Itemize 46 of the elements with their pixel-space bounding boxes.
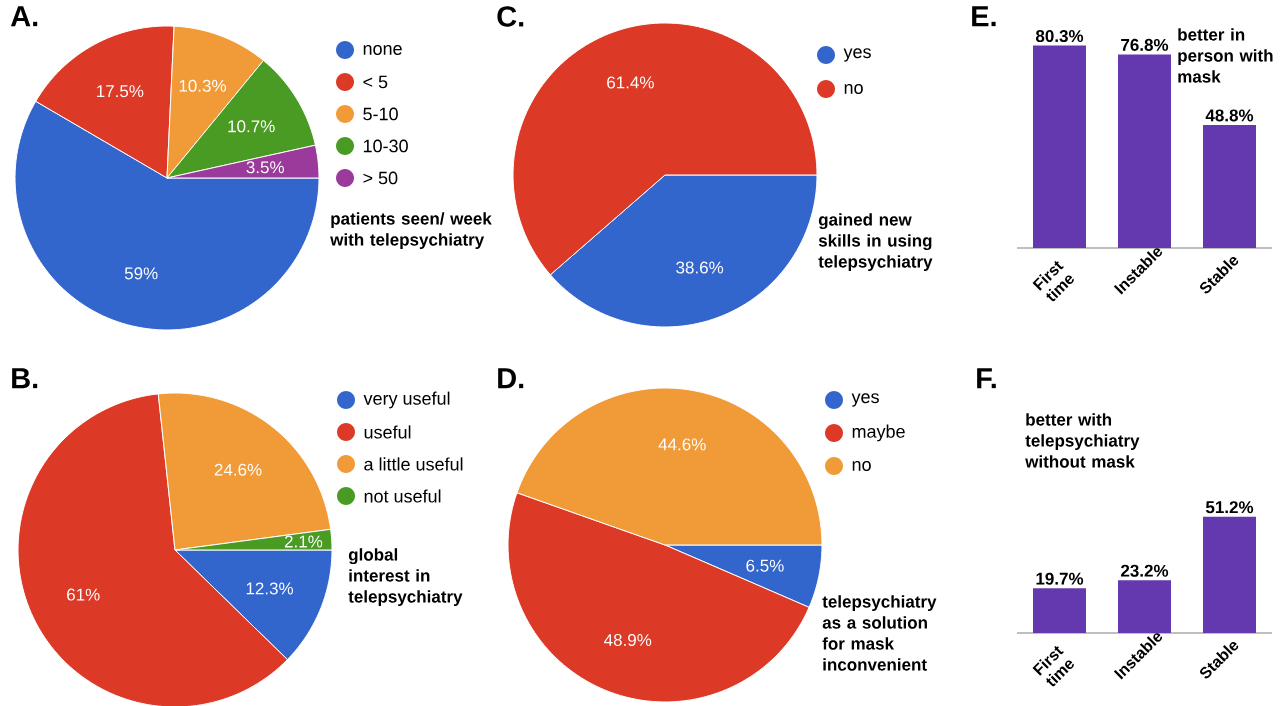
- data-label: 44.6%: [658, 438, 706, 451]
- chart-title: F.: [977, 368, 996, 389]
- legend-label: > 50: [363, 171, 398, 185]
- legend-label: < 5: [363, 75, 388, 89]
- data-label: 48.8%: [1205, 109, 1254, 122]
- text: patients seen/ week with telepsychiatry: [330, 212, 492, 250]
- data-label: 6.5%: [746, 559, 784, 572]
- data-label: 51.2%: [1205, 501, 1254, 514]
- data-label: 48.9%: [604, 633, 652, 647]
- legend-label: yes: [843, 48, 871, 62]
- legend-label: 5-10: [363, 107, 398, 121]
- legend-label: very useful: [363, 391, 450, 409]
- data-label: 10.7%: [228, 120, 275, 133]
- chart-title: C.: [497, 6, 524, 27]
- chart-title: D.: [498, 368, 524, 389]
- chart-subtitle: better in person with mask: [1178, 28, 1273, 83]
- text: telepsychiatry as a solution for mask inconvenient: [822, 595, 937, 671]
- chart-title: E.: [972, 6, 996, 27]
- data-label: 17.5%: [97, 85, 144, 98]
- data-label: 76.8%: [1121, 38, 1169, 51]
- legend-label: maybe: [852, 424, 905, 442]
- data-label: 12.3%: [246, 582, 294, 595]
- data-label: 38.6%: [676, 261, 724, 274]
- legend-label: a little useful: [364, 457, 463, 471]
- legend-label: yes: [851, 393, 879, 407]
- data-label: 61%: [67, 588, 100, 601]
- legend-label: 10-30: [363, 139, 408, 153]
- legend-label: no: [844, 84, 863, 94]
- legend-label: not useful: [364, 489, 441, 503]
- data-label: 2.1%: [284, 535, 323, 548]
- text: global interest in telepsychiatry: [348, 548, 463, 607]
- data-label: 59%: [124, 267, 158, 280]
- legend-label: none: [363, 45, 402, 55]
- chart-title: B.: [12, 368, 38, 389]
- data-label: 24.6%: [214, 463, 262, 476]
- data-label: 61.4%: [607, 76, 654, 89]
- text: gained new skills in using telepsychiatry: [818, 213, 933, 272]
- data-label: 19.7%: [1036, 572, 1084, 585]
- chart-title: A.: [10, 6, 38, 27]
- data-label: 80.3%: [1035, 30, 1084, 43]
- legend-label: useful: [364, 425, 411, 439]
- legend-label: no: [852, 461, 871, 471]
- chart-subtitle: better with telepsychiatry without mask: [1025, 413, 1140, 468]
- data-label: 3.5%: [246, 161, 284, 174]
- data-label: 23.2%: [1121, 564, 1169, 577]
- data-label: 10.3%: [179, 79, 226, 92]
